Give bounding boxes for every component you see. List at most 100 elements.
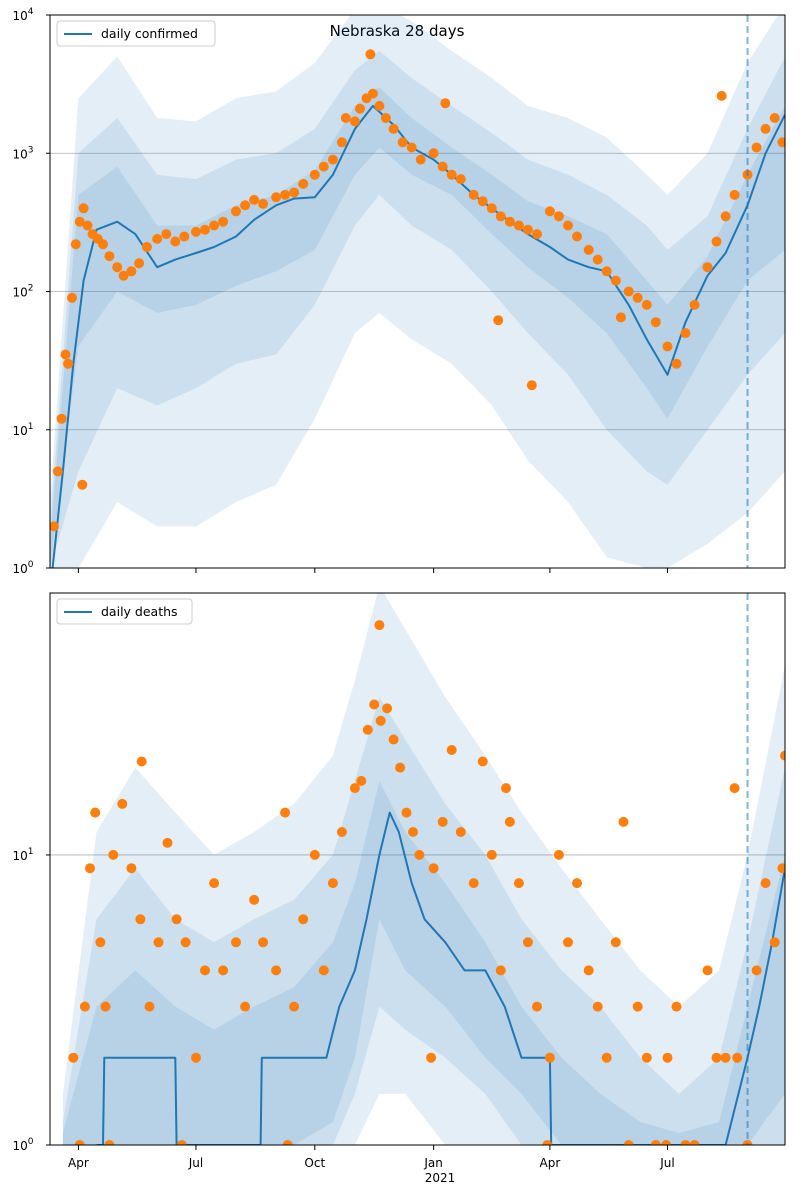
confirmed-observed-point: [74, 216, 85, 227]
deaths-observed-point: [74, 1140, 85, 1145]
confirmed-observed-point: [563, 220, 573, 231]
deaths-observed-point: [780, 750, 785, 761]
deaths-observed-point: [375, 715, 386, 726]
confirmed-observed-point: [544, 206, 555, 217]
deaths-observed-point: [680, 1140, 691, 1145]
confirmed-observed-point: [437, 161, 448, 172]
deaths-observed-point: [95, 937, 106, 948]
confirmed-observed-point: [415, 154, 426, 165]
deaths-observed-point: [153, 937, 164, 948]
confirmed-observed-point: [112, 262, 123, 273]
deaths-observed-point: [271, 965, 282, 976]
confirmed-observed-point: [632, 292, 643, 303]
confirmed-observed-point: [218, 216, 229, 227]
confirmed-observed-point: [711, 236, 722, 247]
deaths-observed-point: [309, 849, 320, 860]
deaths-observed-point: [522, 937, 533, 948]
confirmed-observed-point: [355, 103, 365, 114]
deaths-observed-points: [68, 620, 785, 1145]
confirmed-observed-point: [77, 479, 88, 490]
deaths-observed-point: [382, 703, 393, 714]
deaths-observed-point: [135, 914, 146, 925]
deaths-legend: daily deaths: [56, 598, 193, 625]
confirmed-observed-point: [662, 341, 673, 352]
x-tick-label: Oct: [304, 1156, 325, 1170]
confirmed-y-tick-label: 104: [12, 7, 33, 23]
confirmed-observed-point: [615, 312, 626, 323]
confirmed-observed-point: [52, 466, 63, 477]
deaths-observed-point: [171, 914, 182, 925]
deaths-observed-point: [495, 965, 506, 976]
confirmed-observed-point: [428, 148, 439, 159]
deaths-observed-point: [641, 1052, 652, 1063]
confirmed-observed-point: [720, 211, 731, 222]
deaths-observed-point: [318, 965, 329, 976]
confirmed-observed-point: [513, 220, 524, 231]
deaths-model-line: [96, 811, 785, 1145]
deaths-observed-point: [362, 724, 373, 735]
deaths-observed-point: [428, 863, 439, 874]
deaths-observed-point: [280, 807, 291, 818]
confirmed-observed-point: [318, 161, 329, 172]
confirmed-band-1: [50, 50, 785, 568]
year-label: 2021: [425, 1171, 456, 1185]
confirmed-observed-point: [729, 189, 740, 200]
deaths-observed-point: [289, 1001, 300, 1012]
deaths-observed-point: [446, 745, 457, 755]
confirmed-y-tick-base: 10: [12, 562, 27, 576]
confirmed-observed-point: [486, 203, 497, 214]
deaths-observed-point: [327, 878, 338, 889]
deaths-x-axis: Apr Jul Oct Jan Apr Jul: [68, 1145, 675, 1170]
deaths-observed-point: [258, 937, 269, 948]
confirmed-y-tick-label: 102: [12, 284, 33, 300]
deaths-observed-point: [760, 878, 771, 889]
confirmed-observed-point: [78, 203, 89, 214]
confirmed-observed-point: [553, 211, 564, 222]
confirmed-observed-points: [50, 49, 785, 532]
confirmed-observed-point: [289, 187, 300, 198]
deaths-observed-point: [751, 965, 762, 976]
confirmed-observed-point: [70, 239, 81, 250]
confirmed-observed-point: [689, 299, 700, 310]
confirmed-observed-point: [468, 189, 479, 200]
deaths-observed-point: [104, 1140, 115, 1145]
deaths-observed-point: [231, 937, 241, 948]
deaths-observed-point: [249, 894, 260, 905]
deaths-axes-frame: [49, 592, 786, 1146]
confirmed-y-tick-exponent: 3: [28, 145, 34, 155]
confirmed-observed-point: [760, 123, 771, 134]
confirmed-y-tick-exponent: 0: [28, 560, 34, 570]
deaths-observed-point: [136, 756, 147, 767]
confirmed-observed-point: [104, 251, 115, 262]
confirmed-observed-point: [526, 380, 537, 391]
deaths-observed-point: [79, 1001, 90, 1012]
deaths-observed-point: [369, 699, 380, 710]
deaths-legend-box: [56, 598, 193, 625]
confirmed-observed-point: [118, 270, 129, 281]
deaths-observed-point: [408, 827, 418, 837]
deaths-observed-point: [623, 1140, 634, 1145]
confirmed-observed-point: [388, 123, 399, 134]
confirmed-observed-point: [209, 220, 220, 231]
confirmed-observed-point: [141, 242, 152, 252]
deaths-observed-point: [374, 620, 385, 631]
deaths-observed-point: [504, 816, 515, 827]
confirmed-observed-point: [170, 236, 181, 247]
deaths-observed-point: [200, 965, 210, 976]
deaths-observed-point: [671, 1001, 682, 1012]
deaths-observed-point: [180, 937, 191, 948]
deaths-observed-point: [732, 1052, 743, 1063]
confirmed-y-tick-exponent: 4: [28, 7, 34, 17]
deaths-y-tick-base: 10: [12, 1139, 27, 1153]
deaths-observed-point: [689, 1140, 700, 1145]
deaths-observed-point: [563, 937, 573, 948]
deaths-observed-point: [662, 1052, 673, 1063]
confirmed-observed-point: [200, 224, 210, 235]
confirmed-observed-point: [522, 224, 533, 235]
deaths-observed-point: [702, 965, 713, 976]
confirmed-legend-label: daily confirmed: [101, 26, 198, 41]
deaths-y-tick-label: 101: [12, 847, 33, 863]
